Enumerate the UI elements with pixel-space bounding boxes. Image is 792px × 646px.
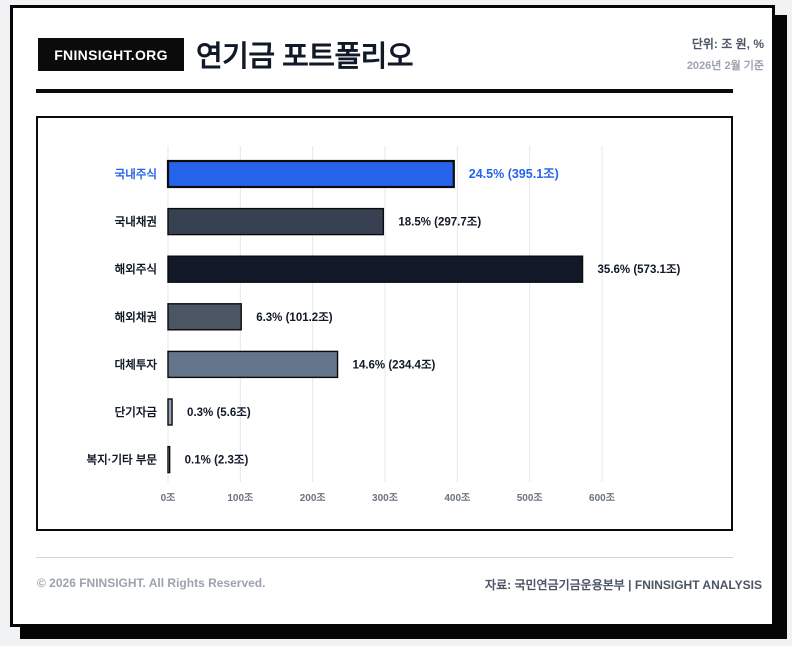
x-tick-label: 600조 bbox=[589, 492, 615, 504]
bar bbox=[167, 398, 173, 426]
x-tick-label: 200조 bbox=[300, 492, 326, 504]
source-text: 자료: 국민연금기금운용본부 | FNINSIGHT ANALYSIS bbox=[485, 578, 762, 592]
date-note: 2026년 2월 기준 bbox=[686, 60, 764, 72]
bar-chart: 0조 100조 200조 300조 400조 500조 600조 국내주식 24.5% (395… bbox=[86, 146, 681, 504]
bar bbox=[167, 445, 171, 474]
copyright-text: © 2026 FNINSIGHT. All Rights Reserved. bbox=[37, 576, 266, 590]
data-label: 35.6% (573.1조) bbox=[598, 263, 681, 276]
x-tick-label: 500조 bbox=[517, 492, 543, 504]
bar bbox=[167, 350, 339, 379]
category-label: 국내주식 bbox=[115, 167, 157, 181]
bar bbox=[166, 159, 455, 189]
x-tick-label: 100조 bbox=[227, 492, 253, 504]
data-label: 6.3% (101.2조) bbox=[256, 311, 333, 324]
x-tick-label: 0조 bbox=[161, 492, 176, 504]
category-label: 국내채권 bbox=[115, 215, 157, 229]
category-label: 대체투자 bbox=[115, 357, 158, 371]
data-label: 0.1% (2.3조) bbox=[185, 454, 249, 467]
footer-divider bbox=[36, 557, 733, 558]
header-divider bbox=[36, 89, 733, 93]
category-label: 해외채권 bbox=[115, 310, 157, 324]
unit-note: 단위: 조 원, % bbox=[691, 37, 764, 51]
bar bbox=[167, 207, 385, 236]
data-label: 0.3% (5.6조) bbox=[187, 406, 251, 419]
data-label: 14.6% (234.4조) bbox=[353, 358, 436, 371]
category-label: 복지·기타 부문 bbox=[86, 453, 157, 467]
data-label: 24.5% (395.1조) bbox=[469, 167, 559, 181]
page-title: 연기금 포트폴리오 bbox=[196, 41, 414, 73]
category-label: 해외주식 bbox=[115, 262, 157, 276]
x-tick-label: 300조 bbox=[372, 492, 398, 504]
bar bbox=[167, 255, 584, 283]
bar bbox=[167, 303, 242, 331]
data-label: 18.5% (297.7조) bbox=[398, 216, 481, 229]
brand-logo[interactable]: FNINSIGHT.ORG bbox=[38, 38, 184, 71]
category-label: 단기자금 bbox=[115, 405, 158, 419]
x-tick-label: 400조 bbox=[444, 492, 470, 504]
chart-container: 0조 100조 200조 300조 400조 500조 600조 국내주식 24.5% (395… bbox=[36, 116, 733, 531]
